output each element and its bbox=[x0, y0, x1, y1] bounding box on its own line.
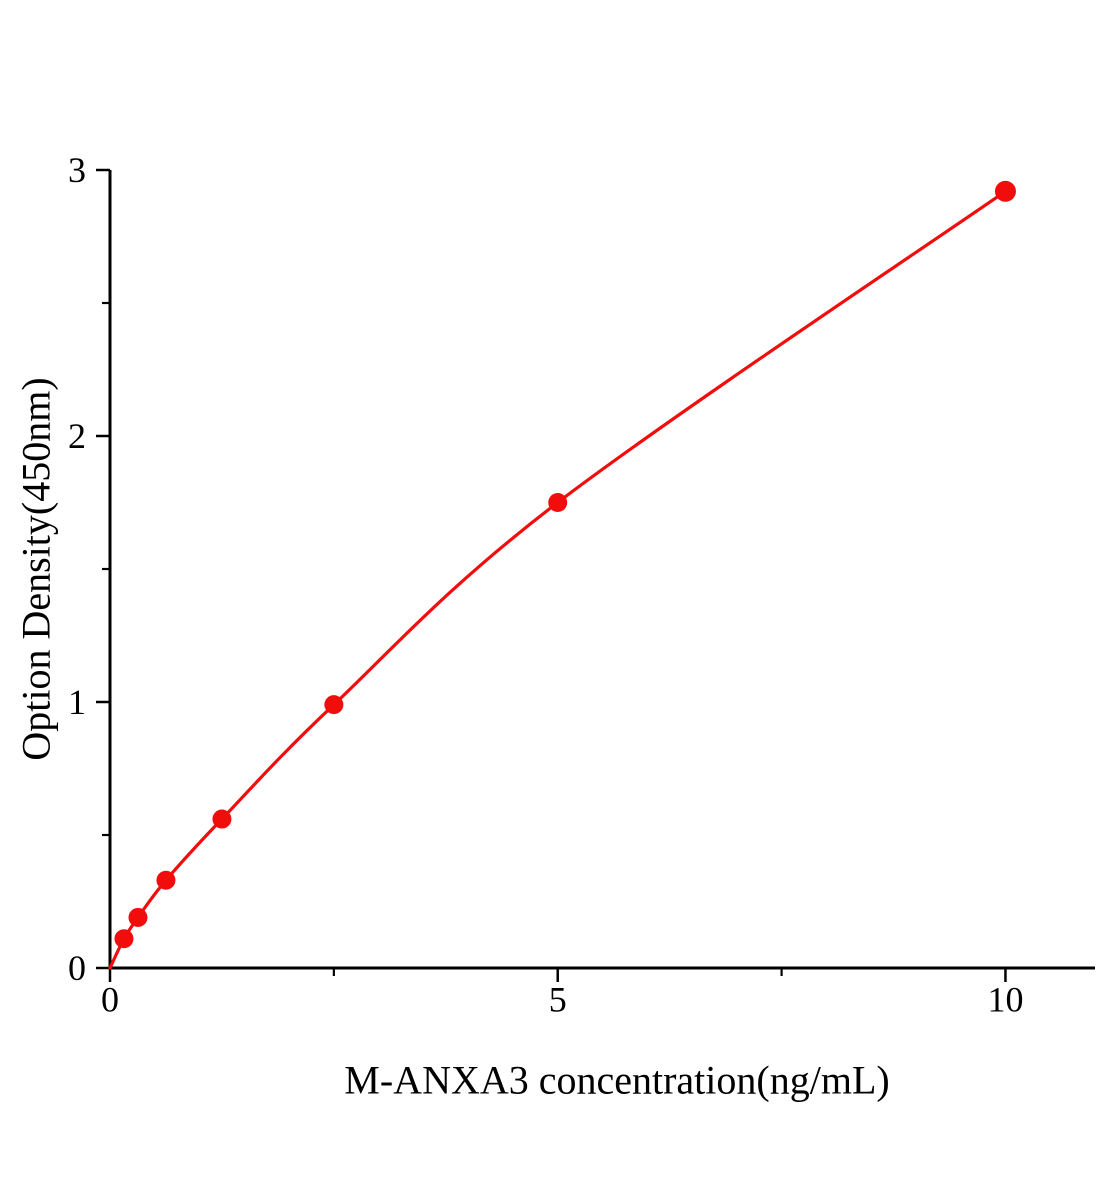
data-point bbox=[324, 695, 344, 715]
y-axis-label: Option Density(450nm) bbox=[13, 377, 59, 761]
x-tick-label: 0 bbox=[101, 980, 119, 1020]
fit-curve bbox=[108, 189, 1008, 970]
data-point bbox=[548, 493, 568, 512]
y-tick-label: 1 bbox=[68, 682, 86, 722]
x-tick-label: 10 bbox=[987, 980, 1023, 1020]
y-tick-label: 0 bbox=[68, 948, 86, 988]
data-point bbox=[114, 929, 134, 949]
data-point bbox=[994, 180, 1016, 202]
x-axis-label: M-ANXA3 concentration(ng/mL) bbox=[344, 1057, 890, 1103]
x-tick-label: 5 bbox=[549, 980, 567, 1020]
y-tick-label: 3 bbox=[68, 150, 86, 190]
data-point bbox=[128, 907, 148, 927]
y-tick-label: 2 bbox=[68, 416, 86, 456]
data-point bbox=[212, 809, 232, 829]
data-point bbox=[156, 870, 176, 890]
